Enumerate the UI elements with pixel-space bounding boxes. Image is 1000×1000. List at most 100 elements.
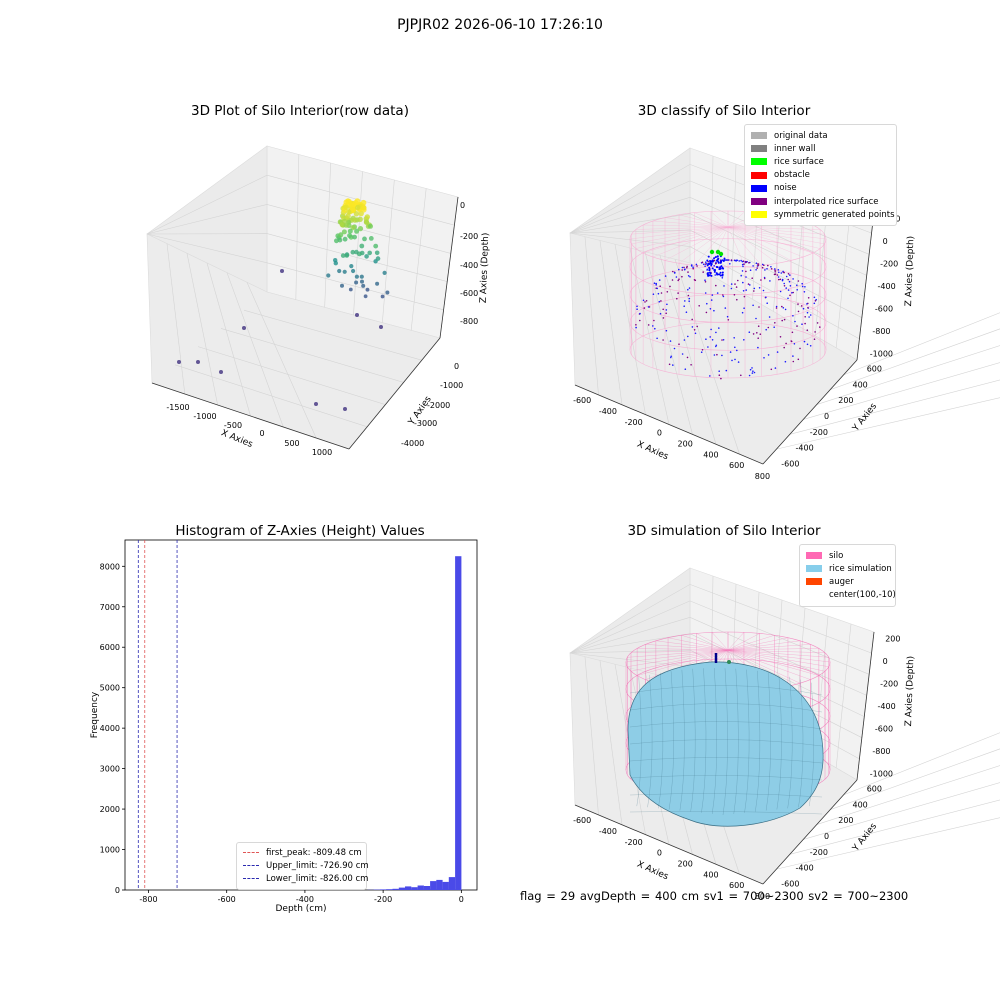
y-tick-label: 6000 — [100, 643, 120, 652]
x-tick-label: -400 — [296, 895, 314, 904]
histogram-bar — [417, 885, 424, 890]
legend-label: original data — [774, 130, 828, 141]
classify-legend: original data inner wall rice surface obsta… — [744, 124, 897, 227]
x-tick-label: -600 — [218, 895, 236, 904]
simulation-plot-title: 3D simulation of Silo Interior — [627, 523, 821, 539]
x-tick-label: -400 — [599, 827, 617, 836]
histogram-bar — [380, 889, 387, 890]
y-axis-label: Frequency — [90, 691, 100, 738]
legend-swatch — [751, 198, 767, 206]
x-tick-label: 200 — [678, 859, 693, 868]
legend-label: interpolated rice surface — [774, 196, 879, 207]
y-tick-label: 4000 — [100, 724, 120, 733]
legend-swatch — [806, 552, 822, 560]
x-tick-label: -400 — [599, 407, 617, 416]
histogram-bar — [448, 877, 456, 890]
legend-label: center(100,-10) — [829, 590, 896, 601]
legend-swatch — [806, 578, 822, 586]
histogram-bar — [386, 889, 393, 890]
legend-label: silo — [829, 550, 844, 561]
histogram-frame — [124, 539, 478, 891]
legend-swatch — [243, 865, 259, 867]
histogram-bar — [398, 887, 406, 890]
z-axis-label: Z Axies (Depth) — [904, 236, 916, 307]
legend-label: inner wall — [774, 143, 816, 154]
histogram-title: Histogram of Z-Axies (Height) Values — [175, 523, 425, 539]
z-tick-label: -800 — [872, 747, 890, 756]
legend-swatch — [243, 852, 259, 854]
z-tick-label: -200 — [880, 680, 898, 689]
histogram-bar — [442, 881, 449, 890]
histogram-bar — [455, 556, 462, 890]
legend-label: rice surface — [774, 156, 824, 167]
legend-swatch — [751, 171, 767, 179]
z-axis-line — [439, 196, 459, 339]
x-tick-label: -800 — [139, 895, 157, 904]
x-axis-line — [574, 804, 764, 885]
x-tick-label: 600 — [729, 461, 744, 470]
y-tick-label: 7000 — [100, 603, 120, 612]
y-axis-label: Y Axies — [851, 401, 880, 434]
y-tick-label: -3000 — [414, 419, 437, 428]
x-tick-label: -1000 — [193, 412, 216, 421]
histogram-bar — [423, 886, 431, 890]
x-tick-label: 0 — [657, 849, 662, 858]
z-tick-label: 200 — [885, 635, 900, 644]
histogram-bar — [430, 881, 437, 890]
raw-data-3d-plot: -1500-1000-500050010000-1000-2000-3000-4… — [146, 145, 491, 457]
z-axis-line — [856, 211, 875, 361]
legend-swatch — [751, 211, 767, 219]
legend-item: auger — [806, 575, 889, 588]
legend-swatch — [243, 878, 259, 880]
legend-item: rice surface — [751, 155, 890, 168]
y-tick-label: -2000 — [427, 401, 450, 410]
z-tick-label: -400 — [878, 702, 896, 711]
y-tick-label: 400 — [852, 800, 867, 809]
z-axis-line — [856, 631, 875, 781]
legend-label: Upper_limit: -726.90 cm — [266, 860, 369, 871]
x-tick-label: -600 — [573, 816, 591, 825]
legend-label: symmetric generated points — [774, 209, 895, 220]
y-tick-label: 600 — [867, 785, 882, 794]
legend-swatch — [751, 132, 767, 140]
x-tick-label: -500 — [224, 421, 242, 430]
legend-swatch — [806, 565, 822, 573]
z-tick-label: -200 — [460, 232, 478, 241]
y-tick-label: 3000 — [100, 765, 120, 774]
legend-item: first_peak: -809.48 cm — [243, 846, 362, 859]
x-axis-label: X Axies — [635, 440, 670, 463]
y-tick-label: 8000 — [100, 562, 120, 571]
y-tick-label: -4000 — [401, 439, 424, 448]
y-tick-label: -400 — [796, 864, 814, 873]
x-tick-label: 400 — [703, 870, 718, 879]
y-tick-label: -600 — [781, 459, 799, 468]
z-tick-label: 0 — [883, 657, 888, 666]
x-tick-label: -200 — [374, 895, 392, 904]
x-axis-label: Depth (cm) — [275, 904, 326, 914]
histogram-bar — [436, 879, 443, 890]
legend-item: obstacle — [751, 169, 890, 182]
y-axis-label: Y Axies — [851, 821, 880, 854]
y-tick-label: -200 — [810, 848, 828, 857]
z-tick-label: 0 — [883, 237, 888, 246]
legend-swatch — [751, 184, 767, 192]
x-tick-label: 800 — [755, 892, 770, 901]
z-tick-label: 0 — [460, 201, 465, 210]
legend-item: rice simulation — [806, 562, 892, 575]
histogram-bar — [411, 887, 418, 890]
y-tick-label: 600 — [867, 365, 882, 374]
y-tick-label: -400 — [796, 444, 814, 453]
x-tick-label: 0 — [259, 429, 264, 438]
histogram-plot: -800 -600 -400 -200 0 0 1000 2000 3000 4000 5000 60… — [90, 539, 478, 914]
x-tick-label: 0 — [459, 895, 464, 904]
status-footer: flag = 29 avgDepth = 400 cm sv1 = 700~23… — [520, 889, 909, 903]
y-tick-label: 5000 — [100, 684, 120, 693]
z-tick-label: -400 — [460, 261, 478, 270]
y-tick-label: -1000 — [440, 381, 463, 390]
x-tick-label: 600 — [729, 881, 744, 890]
x-tick-label: -200 — [625, 838, 643, 847]
y-tick-label: 200 — [838, 396, 853, 405]
legend-item: Upper_limit: -726.90 cm — [243, 859, 369, 872]
y-tick-label: 0 — [454, 362, 459, 371]
x-axis-line — [151, 382, 350, 450]
